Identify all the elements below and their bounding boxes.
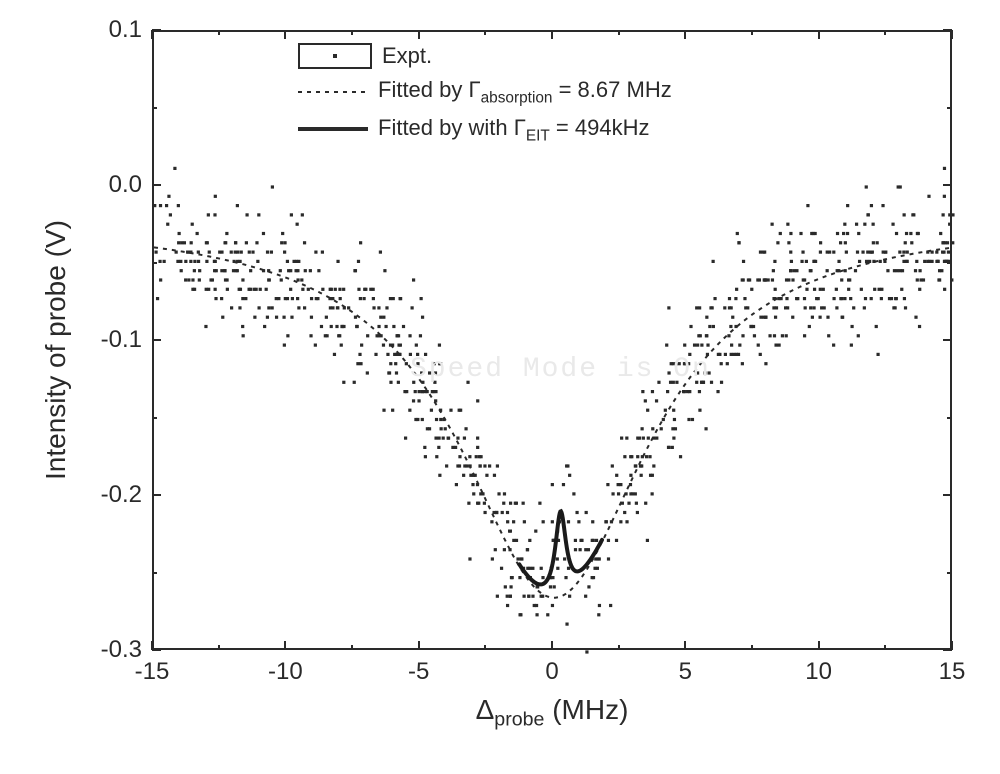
watermark-text: Speed Mode is On [410,354,711,385]
tick-y-minor [947,572,952,574]
tick-y-minor [947,107,952,109]
tick-x [284,30,286,39]
tick-x [818,30,820,39]
tick-y-minor [152,417,157,419]
legend-label: Expt. [382,40,432,72]
tick-x [551,30,553,39]
tick-y [943,184,952,186]
legend-row: Fitted by Γabsorption = 8.67 MHz [298,74,672,110]
tick-x [284,641,286,650]
tick-x-minor [351,30,353,35]
tick-y-minor [152,107,157,109]
tick-x [818,641,820,650]
tick-x [151,30,153,39]
xlabel-delta: Δ [476,694,495,725]
tick-y-minor [947,262,952,264]
tick-x-minor [751,645,753,650]
xtick-label: -10 [268,658,303,686]
ytick-label: -0.3 [101,636,142,664]
ytick-label: -0.2 [101,481,142,509]
tick-x-minor [218,30,220,35]
legend-label: Fitted by Γabsorption = 8.67 MHz [378,74,672,110]
tick-y [943,29,952,31]
tick-x [951,30,953,39]
xtick-label: 0 [545,658,558,686]
legend-label: Fitted by with ΓEIT = 494kHz [378,112,649,148]
tick-x-minor [484,645,486,650]
legend-swatch-expt [298,43,372,69]
tick-x [684,30,686,39]
plot-area: Speed Mode is On Expt.Fitted by Γabsorpt… [152,30,952,650]
tick-y [943,494,952,496]
tick-x-minor [218,645,220,650]
tick-y [152,494,161,496]
tick-x-minor [618,645,620,650]
figure-root: Speed Mode is On Expt.Fitted by Γabsorpt… [0,0,1000,774]
legend-row: Expt. [298,40,672,72]
legend: Expt.Fitted by Γabsorption = 8.67 MHzFit… [298,40,672,149]
tick-x-minor [884,645,886,650]
tick-x [684,641,686,650]
tick-x-minor [618,30,620,35]
tick-y [152,339,161,341]
tick-x [418,30,420,39]
tick-y [152,29,161,31]
legend-swatch-solidfit [298,118,368,140]
legend-row: Fitted by with ΓEIT = 494kHz [298,112,672,148]
tick-y [152,649,161,651]
xtick-label: 5 [679,658,692,686]
tick-x-minor [351,645,353,650]
tick-y [943,649,952,651]
xlabel-sub: probe [494,709,544,731]
xtick-label: 10 [805,658,832,686]
tick-x-minor [751,30,753,35]
tick-y-minor [947,417,952,419]
tick-x-minor [484,30,486,35]
xtick-label: 15 [939,658,966,686]
tick-y [943,339,952,341]
y-axis-label: Intensity of probe (V) [40,220,72,480]
xtick-label: -5 [408,658,429,686]
xlabel-unit: (MHz) [544,694,628,725]
ytick-label: 0.0 [109,171,142,199]
tick-x [418,641,420,650]
tick-y [152,184,161,186]
tick-y-minor [152,572,157,574]
tick-y-minor [152,262,157,264]
tick-x [551,641,553,650]
x-axis-label: Δprobe (MHz) [476,694,629,732]
legend-swatch-dotfit [298,81,368,103]
ytick-label: -0.1 [101,326,142,354]
ytick-label: 0.1 [109,16,142,44]
scatter-series [153,167,954,654]
tick-x-minor [884,30,886,35]
